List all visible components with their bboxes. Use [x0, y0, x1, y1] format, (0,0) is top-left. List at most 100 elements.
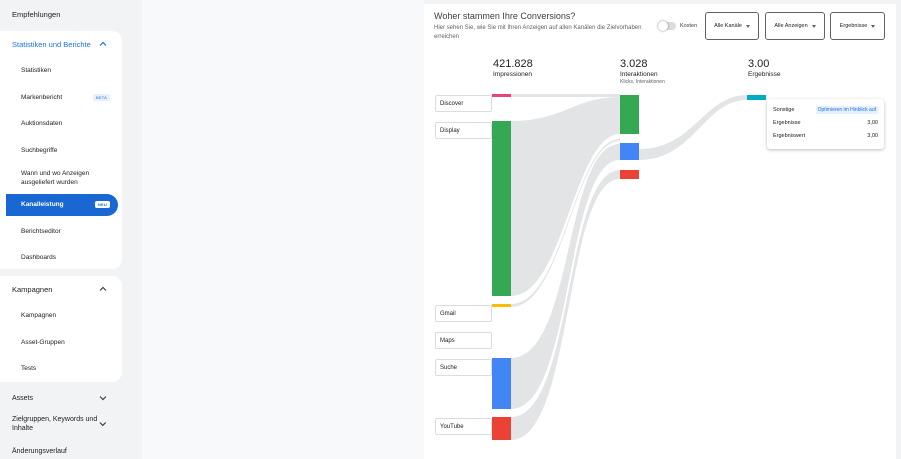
- nav-item-label: Zielgruppen, Keywords und Inhalte: [12, 416, 98, 432]
- channel-discover[interactable]: Discover: [435, 95, 492, 112]
- nav-item-asset-gruppen[interactable]: Asset-Gruppen: [0, 329, 122, 356]
- channel-label: Discover: [440, 100, 464, 107]
- nav-item-kampagnen[interactable]: Kampagnen: [0, 302, 122, 329]
- beta-badge: BETA: [93, 93, 110, 101]
- caret-down-icon: [745, 24, 750, 28]
- tooltip-header: Sonstige Optimieren im Hinblick auf: [773, 103, 878, 116]
- nav-group-statistiken: Statistiken und Berichte Statistiken Mar…: [0, 31, 122, 269]
- interactions-label: Interaktionen: [620, 71, 658, 78]
- tooltip-row-value: 3,00: [867, 119, 878, 126]
- results-label: Ergebnisse: [748, 71, 781, 78]
- channel-label: Gmail: [440, 310, 456, 317]
- tooltip-row-value: 3,00: [867, 132, 878, 139]
- nav-item-label: Markenbericht: [21, 93, 63, 101]
- interactions-value: 3.028: [620, 58, 648, 70]
- sidebar-nav: Empfehlungen Statistiken und Berichte St…: [0, 0, 124, 459]
- nav-item-label: Statistiken: [21, 66, 51, 74]
- nav-item-label: Auktionsdaten: [21, 120, 63, 128]
- nav-item-wann-und-wo[interactable]: Wann und wo Anzeigen ausgeliefert wurden: [0, 164, 122, 192]
- bar-gmail: [492, 304, 511, 307]
- nav-item-label: Änderungsverlauf: [12, 447, 67, 455]
- chevron-up-icon: [99, 41, 107, 46]
- channel-maps[interactable]: Maps: [435, 332, 492, 349]
- nav-item-label: Tests: [21, 365, 37, 373]
- tooltip-row-label: Ergebnisse: [773, 119, 801, 126]
- nav-item-suchbegriffe[interactable]: Suchbegriffe: [0, 137, 122, 164]
- nav-group-kampagnen: Kampagnen Kampagnen Asset-Gruppen Tests: [0, 276, 122, 382]
- results-tooltip: Sonstige Optimieren im Hinblick auf Erge…: [767, 99, 884, 149]
- channel-gmail[interactable]: Gmail: [435, 305, 492, 322]
- divider: [124, 0, 142, 459]
- interactions-stat: 3.028 Interaktionen Klicks, Interaktione…: [620, 58, 665, 85]
- tooltip-name: Sonstige: [773, 106, 795, 113]
- nav-item-berichtseditor[interactable]: Berichtseditor: [0, 218, 122, 245]
- bar-interactions-suche: [620, 143, 639, 160]
- nav-item-label: Asset-Gruppen: [21, 338, 65, 346]
- panel-subtitle: Hier sehen Sie, wie Sie mit Ihren Anzeig…: [434, 25, 642, 40]
- nav-group-title: Statistiken und Berichte: [12, 39, 91, 49]
- channel-performance-panel: Woher stammen Ihre Conversions? Hier seh…: [424, 4, 896, 459]
- flow-discover-interactions: [511, 94, 620, 97]
- channel-filter-dropdown[interactable]: Alle Kanäle: [705, 12, 759, 40]
- channel-youtube[interactable]: YouTube: [435, 418, 492, 435]
- nav-item-auktionsdaten[interactable]: Auktionsdaten: [0, 110, 122, 137]
- optimize-link[interactable]: Optimieren im Hinblick auf: [815, 105, 878, 114]
- cost-toggle-label: Kosten: [680, 23, 698, 29]
- caret-down-icon: [871, 24, 876, 28]
- chevron-down-icon: [99, 422, 107, 427]
- nav-item-kanalleistung[interactable]: Kanalleistung NEU: [6, 193, 118, 216]
- results-value: 3.00: [748, 58, 770, 70]
- channel-suche[interactable]: Suche: [435, 359, 492, 376]
- nav-item-zielgruppen[interactable]: Zielgruppen, Keywords und Inhalte: [0, 413, 122, 435]
- nav-group-header-kampagnen[interactable]: Kampagnen: [0, 276, 122, 302]
- results-filter-dropdown[interactable]: Ergebnisse: [830, 12, 885, 40]
- dropdown-label: Alle Anzeigen: [774, 23, 808, 29]
- bar-suche: [492, 358, 511, 409]
- flow-search-interactions: [511, 144, 620, 409]
- tooltip-row: Ergebniswert 3,00: [773, 129, 878, 142]
- bar-discover: [492, 94, 511, 97]
- nav-item-tests[interactable]: Tests: [0, 355, 122, 382]
- impressions-stat: 421.828 Impressionen: [493, 58, 533, 78]
- results-stat: 3.00 Ergebnisse: [748, 58, 781, 78]
- dropdown-label: Ergebnisse: [839, 23, 868, 29]
- nav-item-empfehlungen[interactable]: Empfehlungen: [12, 9, 61, 19]
- nav-item-markenbericht[interactable]: Markenbericht BETA: [0, 84, 122, 111]
- cost-toggle-wrap: Kosten: [658, 21, 698, 31]
- caret-down-icon: [811, 24, 816, 28]
- nav-item-dashboards[interactable]: Dashboards: [0, 244, 122, 271]
- content-background: [142, 0, 424, 459]
- panel-title: Woher stammen Ihre Conversions?: [434, 11, 576, 21]
- nav-item-assets[interactable]: Assets: [0, 390, 122, 406]
- bar-interactions-youtube: [620, 170, 639, 179]
- impressions-label: Impressionen: [493, 71, 533, 78]
- flow-display-interactions: [511, 97, 620, 296]
- tooltip-row: Ergebnisse 3,00: [773, 116, 878, 129]
- new-badge: NEU: [94, 201, 110, 209]
- nav-item-label: Dashboards: [21, 254, 57, 262]
- bar-results-other: [747, 95, 766, 100]
- interactions-sublabel: Klicks, Interaktionen: [620, 79, 665, 85]
- bar-display: [492, 121, 511, 296]
- channel-label: Maps: [440, 337, 455, 344]
- nav-item-statistiken[interactable]: Statistiken: [0, 57, 122, 84]
- bar-interactions-display: [620, 95, 639, 134]
- tooltip-row-label: Ergebniswert: [773, 132, 806, 139]
- nav-group-header-statistiken[interactable]: Statistiken und Berichte: [0, 31, 122, 57]
- nav-item-label: Suchbegriffe: [21, 146, 58, 154]
- channel-display[interactable]: Display: [435, 122, 492, 139]
- nav-item-label: Kanalleistung: [21, 201, 64, 209]
- nav-item-aenderungsverlauf[interactable]: Änderungsverlauf: [0, 444, 122, 458]
- nav-item-label: Assets: [12, 394, 34, 402]
- dropdown-label: Alle Kanäle: [714, 23, 742, 29]
- nav-item-label: Kampagnen: [21, 311, 57, 319]
- impressions-value: 421.828: [493, 58, 533, 70]
- nav-item-label: Wann und wo Anzeigen ausgeliefert wurden: [21, 169, 90, 186]
- ads-filter-dropdown[interactable]: Alle Anzeigen: [765, 12, 825, 40]
- flow-interactions-results: [639, 95, 747, 160]
- channel-label: YouTube: [440, 423, 464, 430]
- page-edge: [896, 0, 901, 459]
- channel-label: Suche: [440, 364, 458, 371]
- chevron-up-icon: [99, 286, 107, 291]
- cost-toggle[interactable]: [658, 21, 676, 31]
